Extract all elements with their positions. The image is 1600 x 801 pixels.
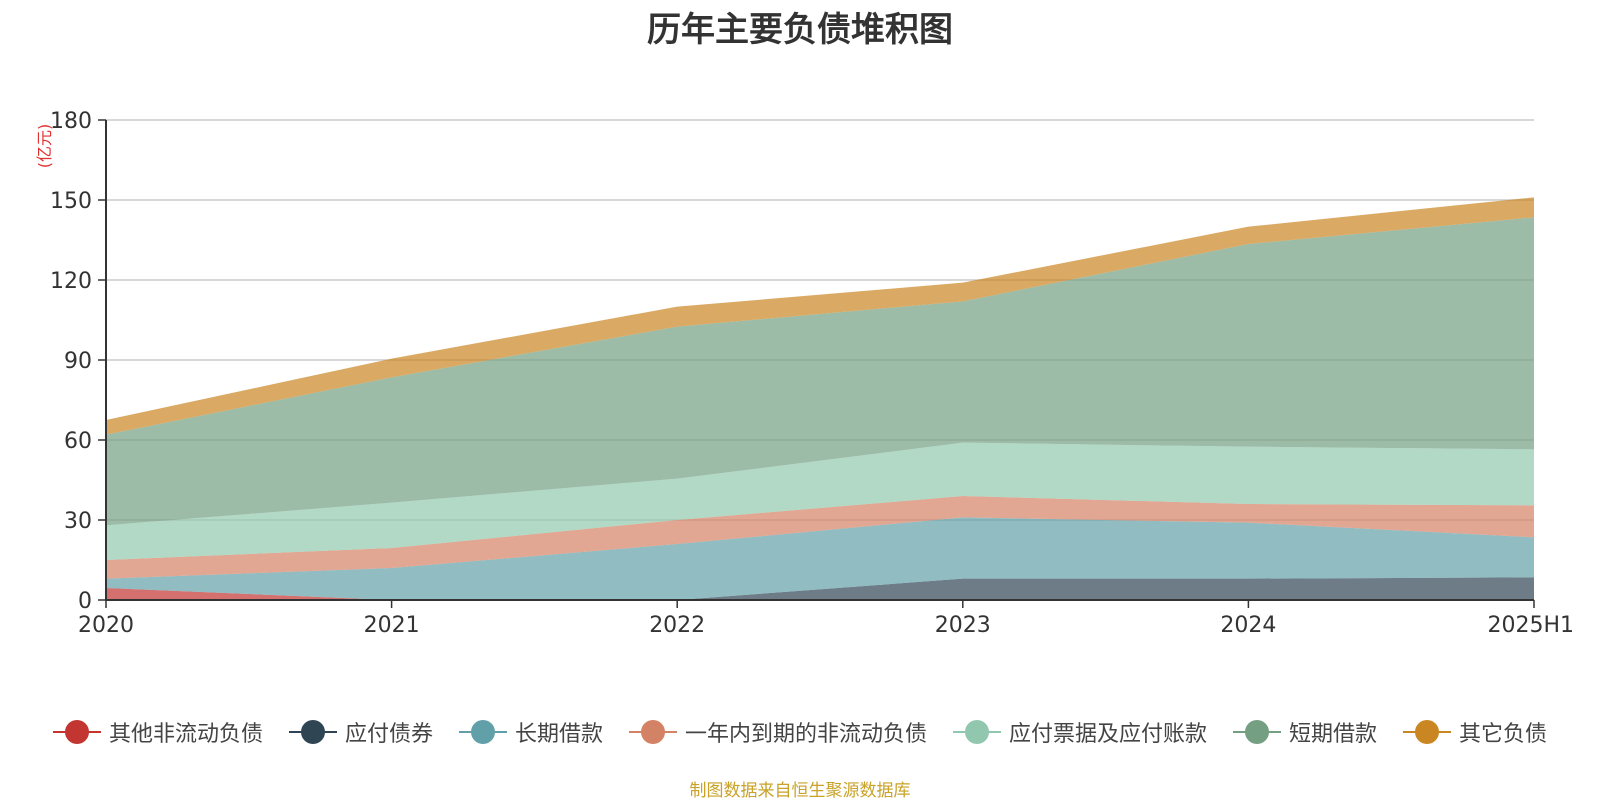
chart-title: 历年主要负债堆积图 [647, 10, 953, 50]
area-series-2 [106, 577, 1534, 600]
legend-marker-icon [953, 719, 1001, 745]
legend-marker-icon [458, 719, 507, 745]
legend-item[interactable]: 其他非流动负债 [52, 716, 263, 748]
y-tick-label: 120 [50, 269, 92, 294]
area-series-3 [106, 517, 1534, 600]
legend-marker-icon [288, 719, 337, 745]
legend-item[interactable]: 应付票据及应付账款 [953, 716, 1207, 748]
legend-label: 应付票据及应付账款 [1009, 722, 1208, 747]
x-tick-label: 2022 [649, 613, 705, 638]
area-series-6 [106, 217, 1534, 526]
legend-label: 短期借款 [1289, 722, 1378, 747]
y-tick-label: 150 [50, 189, 92, 214]
legend-item[interactable]: 其它负债 [1403, 716, 1547, 748]
y-tick-label: 0 [78, 589, 92, 614]
legend-marker-icon [52, 719, 101, 745]
legend-label: 长期借款 [514, 722, 603, 747]
area-series-4 [106, 496, 1534, 579]
x-tick-label: 2020 [78, 613, 134, 638]
y-tick-label: 90 [64, 349, 92, 374]
legend-marker-icon [1403, 719, 1452, 745]
legend-item[interactable]: 一年内到期的非流动负债 [628, 716, 927, 748]
y-tick-label: 30 [64, 509, 92, 534]
legend-item[interactable]: 长期借款 [458, 716, 603, 748]
legend-label: 一年内到期的非流动负债 [684, 722, 927, 747]
y-axis-label: (亿元) [35, 124, 54, 169]
legend-label: 其他非流动负债 [108, 722, 263, 747]
legend-item[interactable]: 应付债券 [288, 716, 433, 748]
y-tick-label: 60 [64, 429, 92, 454]
area-series-7 [106, 197, 1534, 435]
chart-legend: 其他非流动负债 应付债券 长期借款 一年内到期的非流动负债 应付票据及应付账款 短期借款 其… [0, 716, 1600, 748]
x-tick-label: 2023 [935, 613, 991, 638]
legend-marker-icon [628, 719, 677, 745]
area-series-5 [106, 442, 1534, 560]
legend-label: 应付债券 [344, 722, 433, 747]
legend-item[interactable]: 短期借款 [1233, 716, 1377, 748]
x-tick-label: 2021 [364, 613, 420, 638]
area-series-1 [106, 588, 1534, 600]
legend-marker-icon [1233, 719, 1282, 745]
legend-label: 其它负债 [1459, 722, 1548, 747]
x-tick-label: 2025H1 [1487, 613, 1574, 638]
data-source-note: 制图数据来自恒生聚源数据库 [689, 781, 911, 801]
x-tick-label: 2024 [1220, 613, 1276, 638]
y-tick-label: 180 [50, 109, 92, 134]
